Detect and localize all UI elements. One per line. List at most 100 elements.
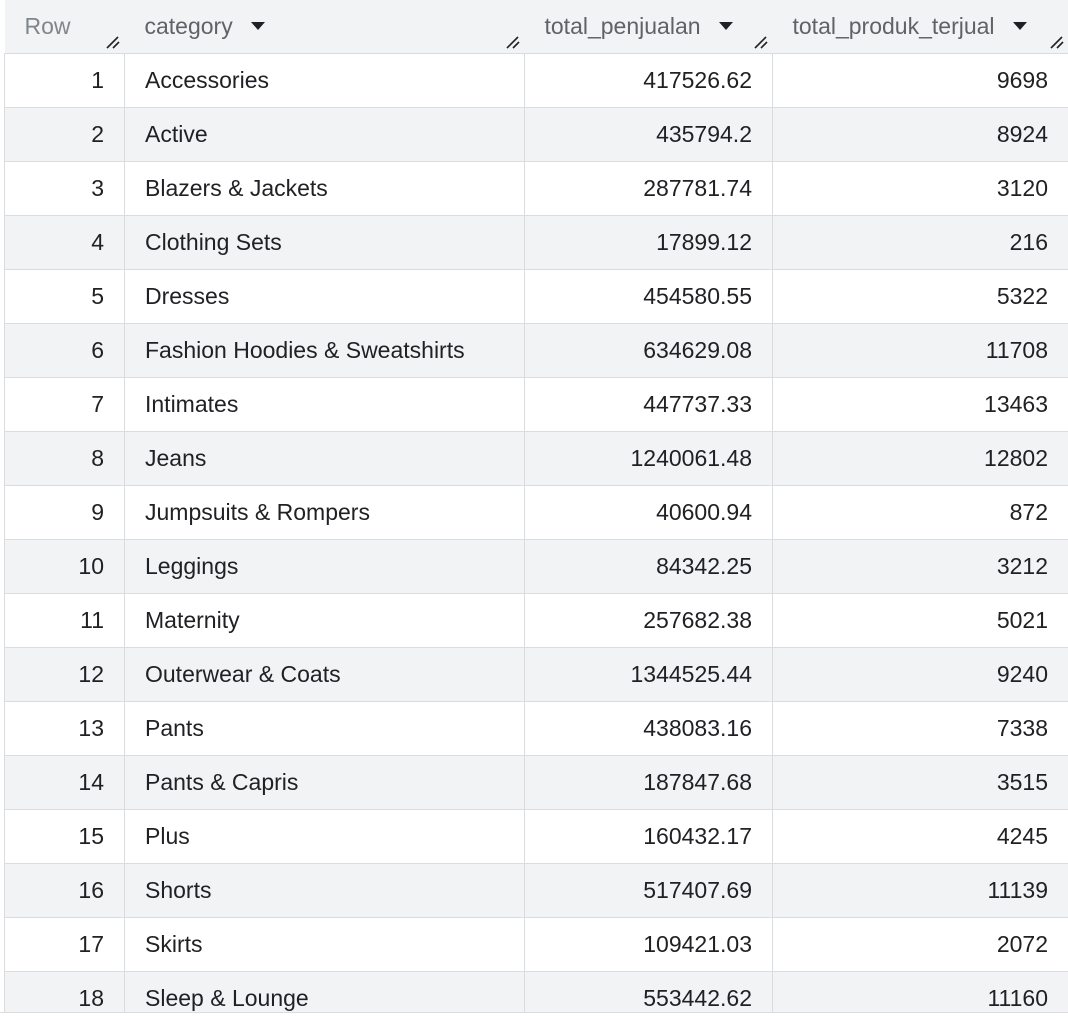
total-penjualan-cell[interactable]: 417526.62 [524,52,773,108]
row-number: 18 [4,970,125,1020]
row-number: 6 [4,322,125,378]
category-cell[interactable]: Fashion Hoodies & Sweatshirts [124,322,525,378]
column-header-category[interactable]: category [124,0,525,54]
total-penjualan-cell[interactable]: 84342.25 [524,538,773,594]
category-cell[interactable]: Accessories [124,52,525,108]
total-penjualan-cell[interactable]: 17899.12 [524,214,773,270]
total-penjualan-cell[interactable]: 287781.74 [524,160,773,216]
category-cell[interactable]: Shorts [124,862,525,918]
table-row[interactable]: 18 Sleep & Lounge 553442.62 11160 [4,970,1068,1020]
category-cell[interactable]: Plus [124,808,525,864]
row-number: 5 [4,268,125,324]
category-cell[interactable]: Pants [124,700,525,756]
table-row[interactable]: 17 Skirts 109421.03 2072 [4,916,1068,972]
total-produk-terjual-cell[interactable]: 11139 [772,862,1068,918]
row-number: 14 [4,754,125,810]
total-produk-terjual-cell[interactable]: 11708 [772,322,1068,378]
sort-caret-icon[interactable] [251,21,266,30]
total-produk-terjual-cell[interactable]: 4245 [772,808,1068,864]
total-produk-terjual-cell[interactable]: 872 [772,484,1068,540]
category-cell[interactable]: Skirts [124,916,525,972]
column-header-total-produk-terjual[interactable]: total_produk_terjual [772,0,1068,54]
row-number: 4 [4,214,125,270]
total-produk-terjual-cell[interactable]: 5021 [772,592,1068,648]
category-cell[interactable]: Outerwear & Coats [124,646,525,702]
table-row[interactable]: 11 Maternity 257682.38 5021 [4,592,1068,648]
row-number: 15 [4,808,125,864]
category-cell[interactable]: Pants & Capris [124,754,525,810]
column-resize-grip-icon[interactable] [505,35,521,49]
column-resize-grip-icon[interactable] [753,35,769,49]
category-cell[interactable]: Maternity [124,592,525,648]
row-number: 11 [4,592,125,648]
total-penjualan-cell[interactable]: 160432.17 [524,808,773,864]
total-produk-terjual-cell[interactable]: 11160 [772,970,1068,1020]
total-penjualan-cell[interactable]: 1240061.48 [524,430,773,486]
row-number: 7 [4,376,125,432]
total-produk-terjual-cell[interactable]: 5322 [772,268,1068,324]
total-penjualan-cell[interactable]: 438083.16 [524,700,773,756]
sort-caret-icon[interactable] [1012,21,1027,30]
total-penjualan-cell[interactable]: 454580.55 [524,268,773,324]
total-penjualan-cell[interactable]: 447737.33 [524,376,773,432]
category-cell[interactable]: Jumpsuits & Rompers [124,484,525,540]
total-penjualan-cell[interactable]: 257682.38 [524,592,773,648]
total-penjualan-cell[interactable]: 40600.94 [524,484,773,540]
row-number: 12 [4,646,125,702]
total-produk-terjual-cell[interactable]: 8924 [772,106,1068,162]
total-penjualan-cell[interactable]: 517407.69 [524,862,773,918]
column-header-label: total_produk_terjual [792,12,995,39]
total-penjualan-cell[interactable]: 634629.08 [524,322,773,378]
category-cell[interactable]: Jeans [124,430,525,486]
total-produk-terjual-cell[interactable]: 13463 [772,376,1068,432]
total-produk-terjual-cell[interactable]: 9240 [772,646,1068,702]
total-produk-terjual-cell[interactable]: 9698 [772,52,1068,108]
sort-caret-icon[interactable] [718,21,733,30]
row-number: 10 [4,538,125,594]
total-produk-terjual-cell[interactable]: 3120 [772,160,1068,216]
table-row[interactable]: 10 Leggings 84342.25 3212 [4,538,1068,594]
total-penjualan-cell[interactable]: 553442.62 [524,970,773,1020]
table-row[interactable]: 12 Outerwear & Coats 1344525.44 9240 [4,646,1068,702]
total-produk-terjual-cell[interactable]: 2072 [772,916,1068,972]
column-header-total-penjualan[interactable]: total_penjualan [524,0,773,54]
table-row[interactable]: 9 Jumpsuits & Rompers 40600.94 872 [4,484,1068,540]
table-row[interactable]: 4 Clothing Sets 17899.12 216 [4,214,1068,270]
total-produk-terjual-cell[interactable]: 3515 [772,754,1068,810]
total-penjualan-cell[interactable]: 109421.03 [524,916,773,972]
table-bottom-edge [0,1012,1068,1020]
total-penjualan-cell[interactable]: 435794.2 [524,106,773,162]
table-row[interactable]: 8 Jeans 1240061.48 12802 [4,430,1068,486]
category-cell[interactable]: Dresses [124,268,525,324]
column-resize-grip-icon[interactable] [1049,35,1065,49]
category-cell[interactable]: Sleep & Lounge [124,970,525,1020]
total-produk-terjual-cell[interactable]: 216 [772,214,1068,270]
table-row[interactable]: 5 Dresses 454580.55 5322 [4,268,1068,324]
table-row[interactable]: 2 Active 435794.2 8924 [4,106,1068,162]
category-cell[interactable]: Blazers & Jackets [124,160,525,216]
row-number: 17 [4,916,125,972]
category-cell[interactable]: Clothing Sets [124,214,525,270]
category-cell[interactable]: Active [124,106,525,162]
row-number: 2 [4,106,125,162]
table-row[interactable]: 16 Shorts 517407.69 11139 [4,862,1068,918]
total-produk-terjual-cell[interactable]: 3212 [772,538,1068,594]
category-cell[interactable]: Leggings [124,538,525,594]
row-number: 8 [4,430,125,486]
table-row[interactable]: 3 Blazers & Jackets 287781.74 3120 [4,160,1068,216]
table-row[interactable]: 1 Accessories 417526.62 9698 [4,52,1068,108]
column-header-row[interactable]: Row [4,0,125,54]
table-row[interactable]: 15 Plus 160432.17 4245 [4,808,1068,864]
results-table: Row category total_penjualan [4,0,1068,1020]
total-produk-terjual-cell[interactable]: 12802 [772,430,1068,486]
total-penjualan-cell[interactable]: 187847.68 [524,754,773,810]
table-row[interactable]: 13 Pants 438083.16 7338 [4,700,1068,756]
column-resize-grip-icon[interactable] [105,35,121,49]
table-row[interactable]: 6 Fashion Hoodies & Sweatshirts 634629.08 1… [4,322,1068,378]
total-produk-terjual-cell[interactable]: 7338 [772,700,1068,756]
total-penjualan-cell[interactable]: 1344525.44 [524,646,773,702]
table-row[interactable]: 7 Intimates 447737.33 13463 [4,376,1068,432]
category-cell[interactable]: Intimates [124,376,525,432]
table-row[interactable]: 14 Pants & Capris 187847.68 3515 [4,754,1068,810]
